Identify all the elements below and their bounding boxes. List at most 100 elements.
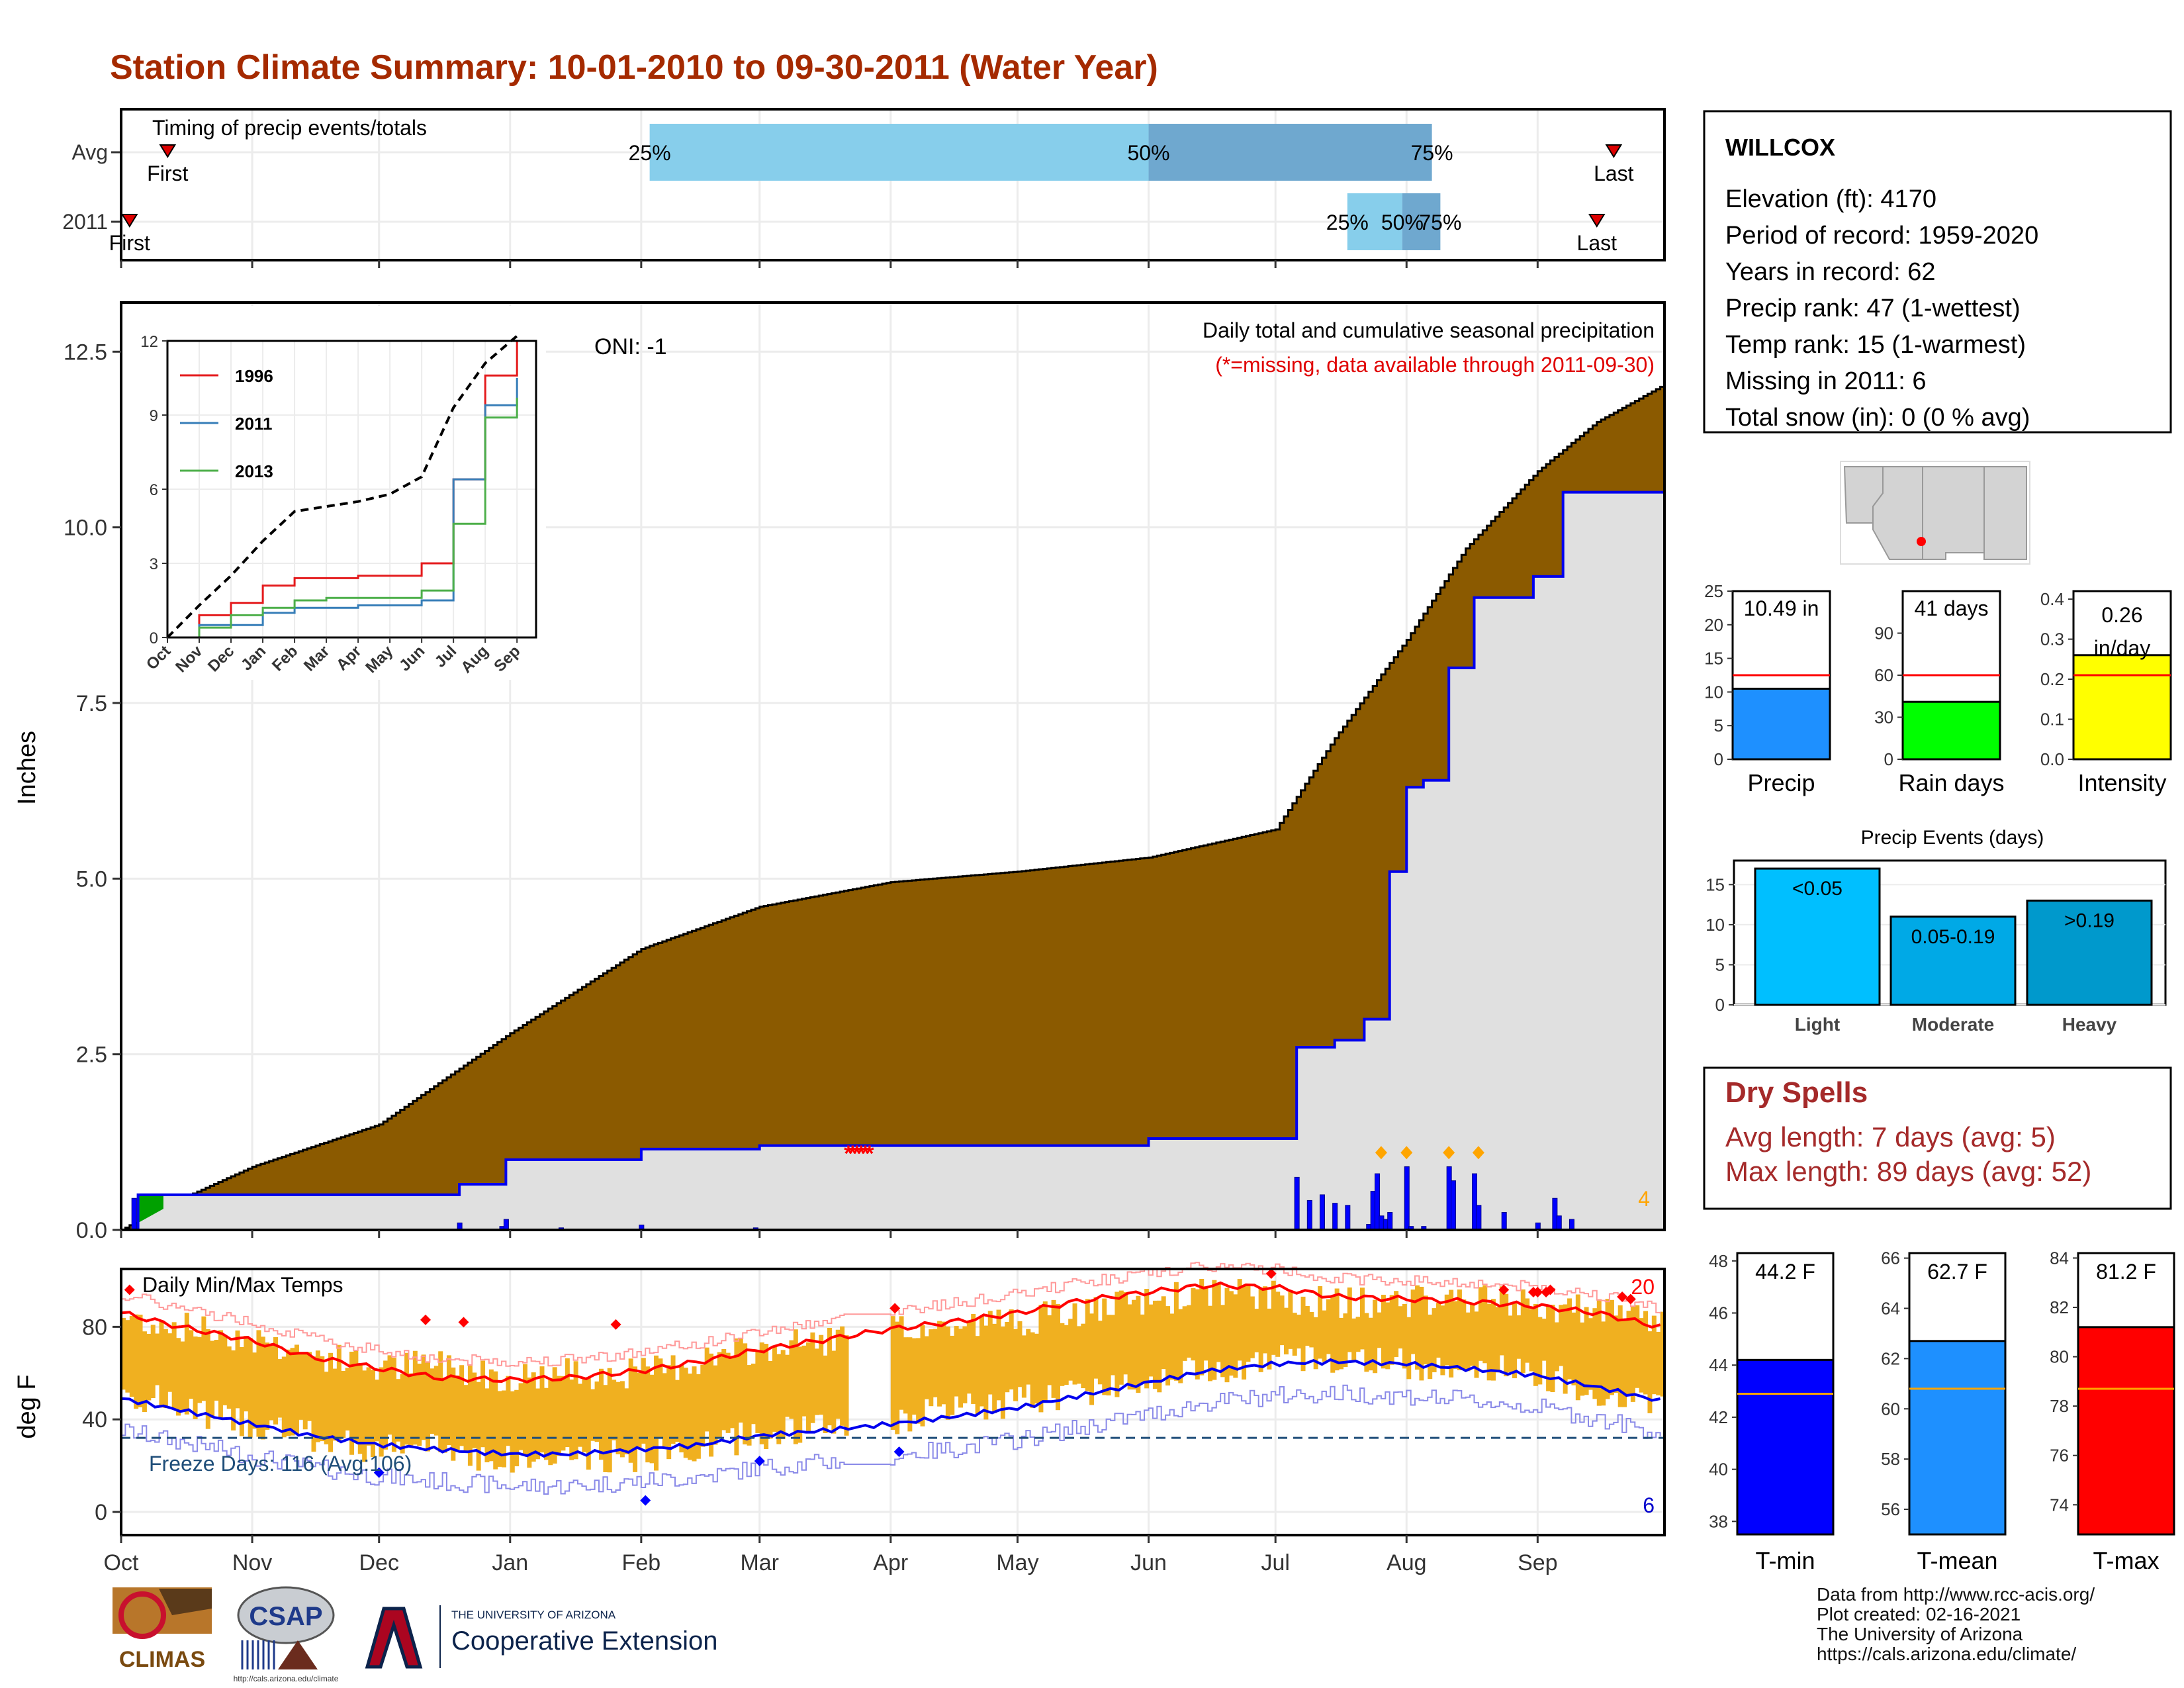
month-label: Feb (622, 1550, 661, 1575)
daily-temp-bar (776, 1354, 782, 1444)
daily-temp-bar (1326, 1299, 1331, 1354)
temp-bar-T-min (1736, 1358, 1835, 1536)
mini-bar-value: 10.49 in (1744, 596, 1819, 620)
daily-temp-bar (1292, 1313, 1297, 1356)
daily-temp-bar (633, 1366, 638, 1472)
daily-temp-bar (1085, 1299, 1090, 1391)
timing-first-label: First (147, 162, 188, 185)
timing-q25-label: 25% (629, 141, 671, 165)
daily-temp-bar (1228, 1291, 1234, 1376)
record-high-marker (124, 1284, 135, 1295)
daily-temp-bar (1567, 1298, 1572, 1380)
daily-temp-bar (1279, 1295, 1285, 1346)
csap-logo-mountain (278, 1640, 318, 1669)
daily-temp-bar (1237, 1279, 1242, 1361)
daily-temp-bar (256, 1330, 261, 1437)
month-label: Mar (740, 1550, 779, 1575)
daily-temp-bar (958, 1329, 964, 1408)
temp-bar-ytick-label: 42 (1709, 1407, 1728, 1427)
daily-temp-bar (1220, 1305, 1226, 1378)
daily-temp-bar (467, 1366, 473, 1466)
daily-temp-bar (1224, 1288, 1230, 1383)
daily-temp-bar (1575, 1294, 1580, 1401)
daily-temp-bar (666, 1365, 672, 1460)
timing-last-label: Last (1577, 231, 1617, 255)
daily-precip-bar (1476, 1205, 1482, 1231)
daily-temp-bar (1199, 1279, 1205, 1376)
daily-temp-bar (433, 1366, 439, 1436)
map-state-nm (1922, 466, 1985, 560)
daily-temp-bar (755, 1351, 760, 1433)
daily-temp-bar (1203, 1286, 1208, 1361)
temp-bar-ytick-label: 64 (1881, 1298, 1900, 1318)
daily-temp-bar (658, 1358, 663, 1438)
ua-logo-mark (365, 1607, 423, 1669)
daily-temp-bar (129, 1316, 134, 1397)
record-high-marker (1545, 1284, 1556, 1295)
precip-ytick-label: 7.5 (76, 691, 107, 716)
daily-temp-bar (1026, 1329, 1031, 1385)
timing-row-label: Avg (71, 140, 108, 164)
daily-temp-bar (582, 1378, 587, 1452)
inset-ytick-label: 9 (150, 407, 158, 425)
daily-temp-bar (1330, 1296, 1336, 1373)
daily-temp-bar (1643, 1311, 1649, 1395)
daily-temp-bar (1592, 1308, 1598, 1399)
daily-temp-bar (696, 1374, 701, 1459)
daily-temp-bar (751, 1363, 756, 1425)
timing-q75-label: 75% (1419, 211, 1461, 234)
mini-bar-label: Intensity (2077, 769, 2166, 796)
ua-logo-small-text: THE UNIVERSITY OF ARIZONA (451, 1609, 616, 1621)
daily-temp-bar (768, 1360, 773, 1439)
daily-temp-bar (561, 1376, 566, 1451)
daily-temp-bar (674, 1380, 680, 1442)
daily-precip-bar (1501, 1211, 1507, 1231)
daily-temp-bar (679, 1365, 684, 1453)
daily-temp-bar (1398, 1306, 1403, 1349)
mini-bar-ytick-label: 10 (1704, 682, 1723, 702)
daily-temp-bar (1580, 1322, 1585, 1396)
daily-temp-bar (1622, 1320, 1627, 1407)
daily-temp-bar (628, 1358, 633, 1463)
daily-temp-bar (273, 1336, 278, 1425)
daily-temp-bar (996, 1309, 1001, 1401)
daily-temp-bar (1626, 1311, 1631, 1396)
temp-bar-ytick-label: 48 (1709, 1251, 1728, 1271)
temp-bar-ytick-label: 76 (2050, 1446, 2069, 1466)
mini-bar-ytick-label: 15 (1704, 649, 1723, 669)
daily-temp-bar (265, 1342, 270, 1430)
temp-bar-value: 44.2 F (1755, 1260, 1815, 1284)
daily-temp-bar (1465, 1312, 1471, 1372)
daily-temp-bar (704, 1347, 709, 1432)
station-info-line: Precip rank: 47 (1-wettest) (1725, 295, 2021, 322)
daily-temp-bar (459, 1365, 465, 1446)
page-title: Station Climate Summary: 10-01-2010 to 0… (110, 48, 1158, 87)
daily-temp-bar (1102, 1298, 1107, 1395)
daily-temp-bar (945, 1326, 950, 1420)
daily-temp-bar (1389, 1295, 1394, 1365)
event-bar-value-label: 0.05-0.19 (1911, 926, 1995, 948)
daily-temp-bar (1009, 1309, 1014, 1389)
daily-temp-bar (801, 1345, 807, 1417)
daily-temp-bar (1647, 1331, 1653, 1413)
inset-ytick-label: 6 (150, 481, 158, 499)
daily-temp-bar (159, 1322, 164, 1408)
daily-temp-bar (1283, 1307, 1289, 1355)
daily-temp-bar (578, 1383, 583, 1447)
daily-temp-bar (171, 1322, 177, 1409)
daily-temp-bar (1541, 1319, 1547, 1361)
daily-temp-bar (531, 1372, 536, 1462)
daily-temp-bar (979, 1316, 984, 1407)
daily-temp-bar (375, 1380, 380, 1442)
daily-temp-bar (357, 1364, 363, 1454)
daily-temp-bar (290, 1348, 295, 1436)
csap-logo-cloud (237, 1586, 335, 1644)
daily-temp-bar (692, 1366, 697, 1462)
daily-temp-bar (244, 1335, 249, 1412)
daily-temp-bar (1449, 1289, 1454, 1378)
daily-temp-bar (780, 1350, 786, 1439)
mini-bar-Intensity (2072, 654, 2172, 761)
mini-bar-Rain days (1901, 700, 2001, 761)
daily-temp-bar (1275, 1291, 1281, 1357)
